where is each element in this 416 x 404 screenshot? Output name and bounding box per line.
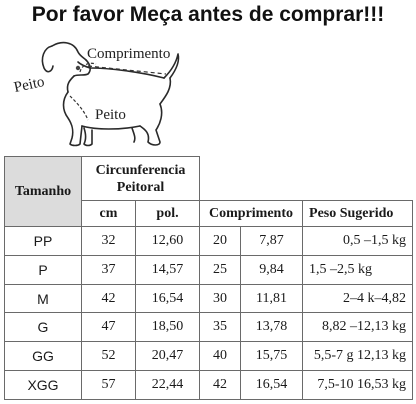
cell-len-cm: 42 [199,370,242,400]
dog-outline [41,41,180,147]
cell-weight: 0,5 –1,5 kg [302,226,414,256]
cell-pol: 16,54 [134,283,201,314]
cell-len-cm: 35 [199,312,242,343]
cell-len-pol: 13,78 [240,312,304,343]
measurement-lines [69,62,167,121]
cell-weight: 7,5-10 16,53 kg [302,370,414,400]
table-row: GG 52 20,47 40 15,75 5,5-7 g 12,13 kg [4,341,414,372]
header-blank [199,156,413,201]
cell-cm: 42 [81,283,136,314]
cell-size: GG [4,341,82,372]
table-row: P 37 14,57 25 9,84 1,5 –2,5 kg [4,254,414,285]
header-girth: Circunferencia Peitoral [80,156,201,201]
header-weight: Peso Sugerido [302,200,414,227]
cell-pol: 14,57 [134,254,201,285]
cell-weight: 5,5-7 g 12,13 kg [302,341,414,372]
cell-size: G [4,312,82,343]
table-row: G 47 18,50 35 13,78 8,82 –12,13 kg [4,312,414,343]
cell-len-pol: 11,81 [240,283,304,314]
size-table: Tamanho Circunferencia Peitoral cm pol. … [4,156,414,400]
cell-len-pol: 15,75 [240,341,304,372]
cell-len-cm: 30 [199,283,242,314]
cell-cm: 57 [81,370,136,400]
header-size: Tamanho [4,156,82,227]
cell-size: P [4,254,82,285]
dog-measurement-diagram [41,41,180,147]
cell-weight: 8,82 –12,13 kg [302,312,414,343]
cell-pol: 20,47 [134,341,201,372]
label-length: Comprimento [87,46,171,62]
table-header-row-2: cm pol. Comprimento Peso Sugerido [5,200,414,227]
cell-cm: 47 [81,312,136,343]
table-row: XGG 57 22,44 42 16,54 7,5-10 16,53 kg [4,370,414,400]
cell-cm: 52 [81,341,136,372]
header-pol: pol. [134,200,201,227]
cell-cm: 37 [81,254,136,285]
table-header-row-1: Tamanho Circunferencia Peitoral [4,156,413,227]
cell-cm: 32 [81,226,136,256]
cell-size: PP [4,226,82,256]
cell-pol: 12,60 [134,226,201,256]
cell-pol: 22,44 [134,370,201,400]
cell-len-cm: 40 [199,341,242,372]
table-row: M 42 16,54 30 11,81 2–4 k–4,82 [4,283,414,314]
cell-len-pol: 16,54 [240,370,304,400]
table-row: PP 32 12,60 20 7,87 0,5 –1,5 kg [4,226,414,256]
page-title: Por favor Meça antes de comprar!!! [31,3,385,26]
collar-mark [75,65,81,71]
cell-len-pol: 9,84 [240,254,304,285]
cell-len-cm: 20 [199,226,242,256]
cell-pol: 18,50 [134,312,201,343]
cell-weight: 1,5 –2,5 kg [302,254,414,285]
cell-size: XGG [4,370,82,400]
header-length: Comprimento [199,200,304,227]
cell-len-pol: 7,87 [240,226,304,256]
label-chest: Peito [95,107,126,123]
cell-len-cm: 25 [199,254,242,285]
header-cm: cm [81,200,136,227]
cell-size: M [4,283,82,314]
cell-weight: 2–4 k–4,82 [302,283,414,314]
